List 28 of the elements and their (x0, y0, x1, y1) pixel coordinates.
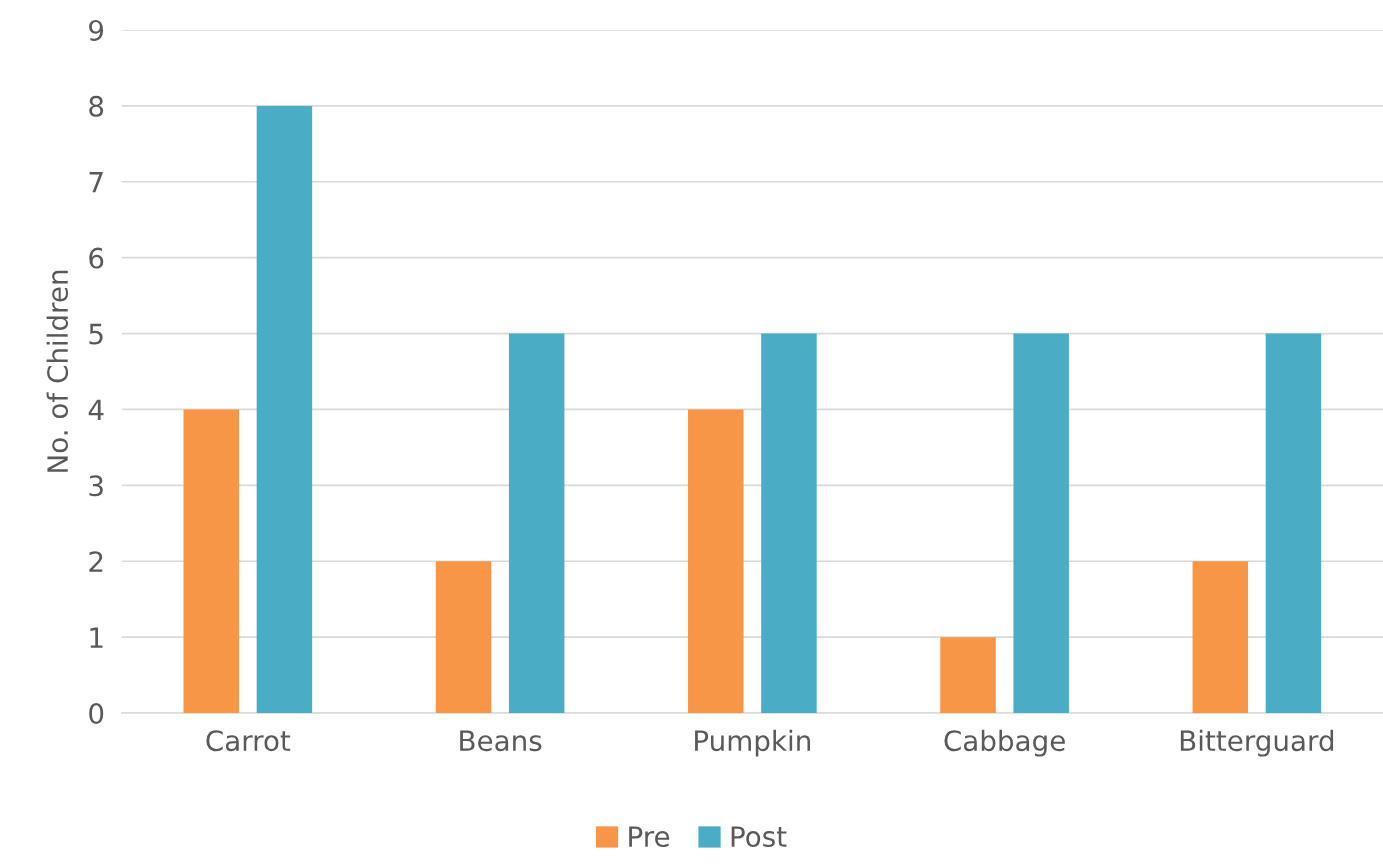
y-tick-label: 0 (89, 702, 104, 724)
bar (761, 333, 817, 714)
bar (435, 561, 492, 714)
legend-label: Post (731, 826, 787, 848)
y-tick-label: 6 (89, 247, 104, 269)
x-tick-label: Cabbage (944, 729, 1065, 757)
y-tick-label: 9 (89, 19, 104, 41)
bar (940, 637, 996, 714)
y-axis-title: No. of Children (46, 270, 69, 472)
y-tick-label: 1 (90, 627, 103, 648)
bar (1265, 333, 1322, 714)
y-tick-label: 3 (89, 475, 103, 497)
x-tick-label: Carrot (206, 730, 291, 752)
legend-label: Pre (629, 826, 670, 848)
x-tick-label: Beans (460, 730, 542, 752)
bar (1013, 333, 1069, 714)
bar (256, 105, 313, 714)
y-tick-label: 7 (89, 172, 103, 193)
bar (688, 409, 744, 714)
bar (1192, 561, 1249, 714)
y-tick-label: 4 (88, 399, 104, 421)
bar (183, 409, 239, 714)
y-tick-label: 2 (89, 551, 103, 572)
y-tick-label: 8 (89, 95, 104, 117)
x-tick-label: Bitterguard (1180, 729, 1334, 757)
x-tick-label: Pumpkin (695, 729, 810, 757)
y-tick-label: 5 (89, 323, 103, 345)
bar (508, 333, 565, 714)
